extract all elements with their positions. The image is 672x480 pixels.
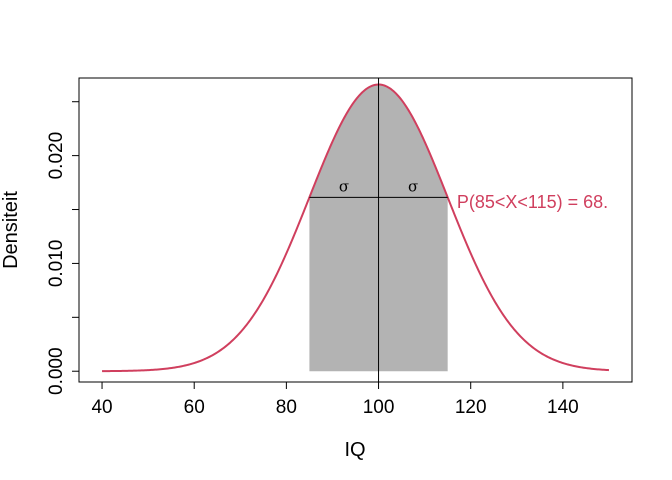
- x-tick-label: 60: [184, 397, 205, 418]
- x-tick-label: 100: [363, 397, 395, 418]
- x-axis-label: IQ: [344, 439, 365, 461]
- x-tick-label: 40: [91, 397, 112, 418]
- y-tick-label: 0.010: [46, 240, 67, 288]
- probability-annotation: P(85<X<115) = 68.: [457, 192, 608, 212]
- density-curve: [102, 83, 610, 373]
- x-tick-label: 140: [547, 397, 579, 418]
- axes: 40 60 80 100 120 140 0.000 0.010 0.020: [46, 77, 633, 418]
- sigma-label: σ: [339, 177, 349, 195]
- plot-area: σ σ P(85<X<115) = 68.: [102, 78, 610, 382]
- y-tick-label: 0.000: [46, 347, 67, 395]
- y-tick-label: 0.020: [46, 132, 67, 180]
- sigma-label: σ: [408, 177, 418, 195]
- x-tick-label: 120: [455, 397, 487, 418]
- y-axis-label: Densiteit: [0, 191, 22, 269]
- x-tick-label: 80: [276, 397, 297, 418]
